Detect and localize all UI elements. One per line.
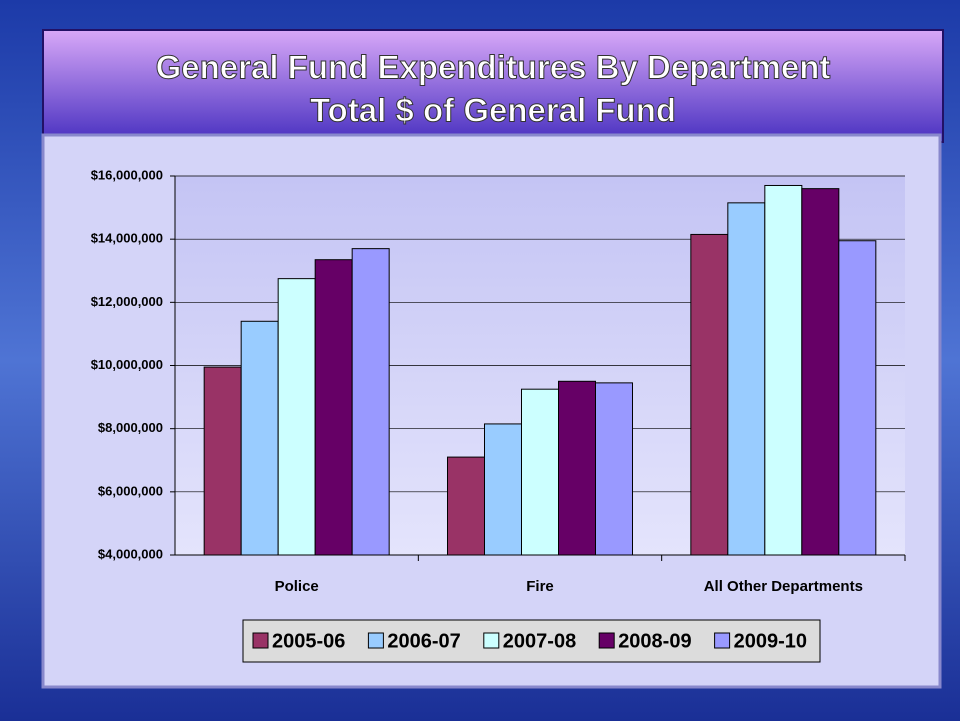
bar <box>595 382 633 556</box>
legend-swatch <box>252 632 269 649</box>
y-tick-label: $10,000,000 <box>91 357 163 372</box>
legend-swatch <box>483 632 500 649</box>
legend-label: 2009-10 <box>734 630 807 652</box>
legend-label: 2008-09 <box>618 630 691 652</box>
title-box <box>42 29 944 143</box>
x-tick-label: Fire <box>526 578 554 595</box>
y-tick-label: $16,000,000 <box>91 167 163 182</box>
legend-label: 2006-07 <box>387 630 460 652</box>
legend-swatch <box>714 632 731 649</box>
bar <box>558 380 596 556</box>
x-tick-label: Police <box>275 578 319 595</box>
legend <box>242 619 821 663</box>
bar <box>240 320 279 556</box>
bar <box>838 240 877 556</box>
y-tick-label: $4,000,000 <box>98 546 163 561</box>
bar <box>484 423 522 556</box>
bar <box>277 278 316 556</box>
bar <box>351 248 390 556</box>
y-tick-label: $8,000,000 <box>98 420 163 435</box>
chart-subtitle: Total $ of General Fund <box>310 92 676 129</box>
bar <box>801 188 840 556</box>
bar <box>314 259 353 556</box>
bar <box>690 233 729 556</box>
legend-swatch <box>598 632 615 649</box>
bar <box>521 388 559 556</box>
y-tick-label: $12,000,000 <box>91 294 163 309</box>
bar <box>764 184 803 556</box>
bar <box>727 202 766 556</box>
y-tick-label: $6,000,000 <box>98 483 163 498</box>
chart-title: General Fund Expenditures By Department <box>156 49 831 86</box>
y-tick-label: $14,000,000 <box>91 231 163 246</box>
bar <box>203 366 242 556</box>
legend-swatch <box>367 632 384 649</box>
bar <box>447 456 485 556</box>
x-tick-label: All Other Departments <box>704 578 863 595</box>
legend-label: 2005-06 <box>272 630 345 652</box>
legend-label: 2007-08 <box>503 630 576 652</box>
